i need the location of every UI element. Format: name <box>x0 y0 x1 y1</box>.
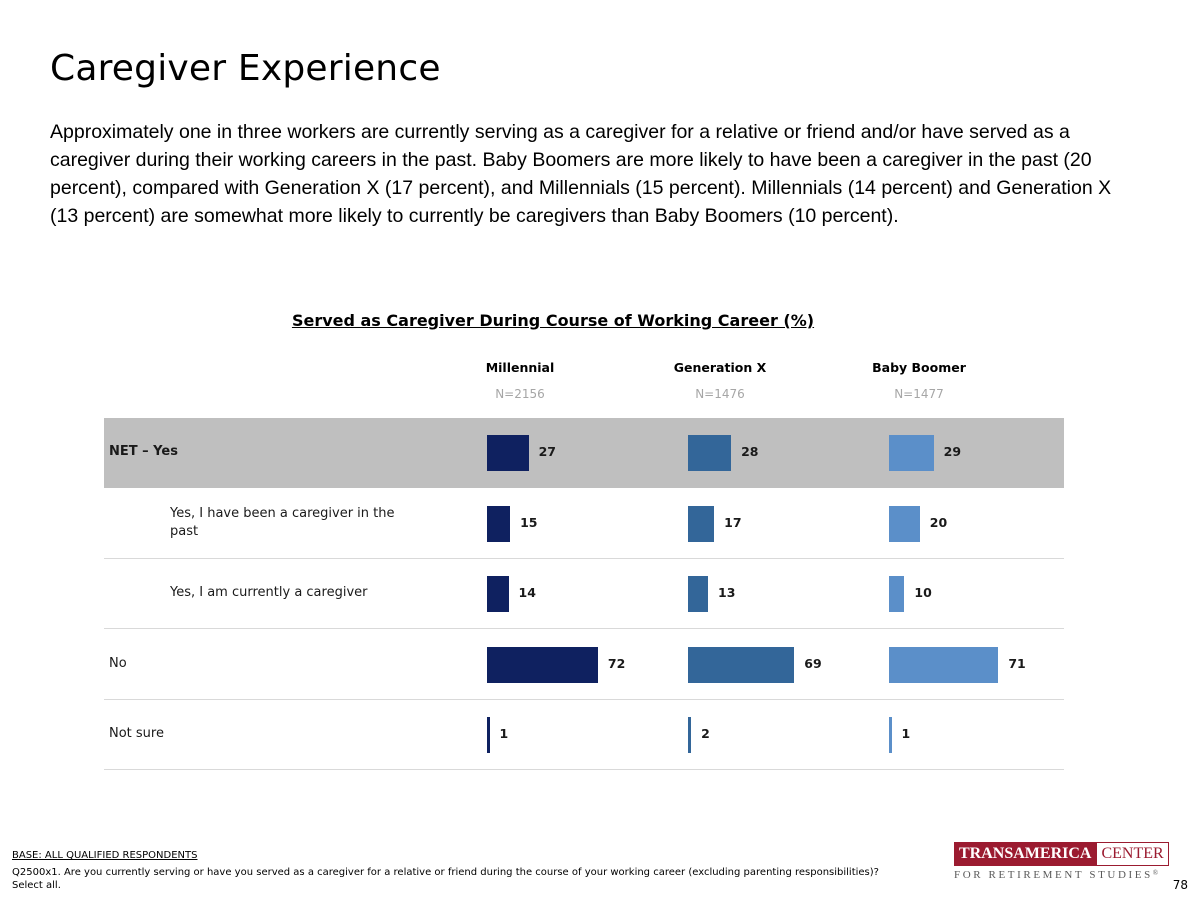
bar-3-1 <box>688 646 795 683</box>
bar-1-2 <box>889 505 920 542</box>
page-title: Caregiver Experience <box>50 48 441 89</box>
logo-word-transamerica: TRANSAMERICA <box>954 842 1097 866</box>
value-label-3-0: 72 <box>607 655 626 671</box>
value-label-4-0: 1 <box>499 726 509 741</box>
column-header-1: Generation X <box>673 360 767 375</box>
value-label-0-2: 29 <box>943 444 962 459</box>
logo-registered-mark: ® <box>1152 869 1159 877</box>
base-note: BASE: ALL QUALIFIED RESPONDENTS <box>12 850 198 861</box>
value-label-0-1: 28 <box>741 444 759 459</box>
logo-subtitle: FOR RETIREMENT STUDIES® <box>954 869 1164 881</box>
question-note: Q2500x1. Are you currently serving or ha… <box>12 867 879 891</box>
bar-4-0 <box>487 717 490 753</box>
value-label-1-1: 17 <box>724 514 742 530</box>
value-label-4-1: 2 <box>701 726 710 741</box>
category-label-1: Yes, I have been a caregiver in the past <box>170 505 395 539</box>
bar-3-2 <box>889 646 999 683</box>
transamerica-logo: TRANSAMERICA CENTER FOR RETIREMENT STUDI… <box>954 842 1169 882</box>
column-sample-size-1: N=1476 <box>695 387 745 401</box>
logo-word-center: CENTER <box>1096 842 1169 866</box>
value-label-3-1: 69 <box>804 655 822 671</box>
chart-row-4 <box>104 700 1064 770</box>
category-label-0: NET – Yes <box>109 444 178 459</box>
value-label-2-0: 14 <box>518 585 536 600</box>
value-label-0-0: 27 <box>538 444 556 459</box>
bar-0-2 <box>889 435 934 471</box>
category-label-2: Yes, I am currently a caregiver <box>170 585 368 600</box>
bar-3-0 <box>487 646 598 683</box>
value-label-4-2: 1 <box>901 726 911 741</box>
category-label-3: No <box>109 655 127 671</box>
bar-4-1 <box>688 717 692 753</box>
value-label-2-2: 10 <box>914 585 932 600</box>
bar-0-1 <box>688 435 732 471</box>
bar-2-0 <box>487 576 509 612</box>
value-label-1-0: 15 <box>520 514 538 530</box>
chart-row-3 <box>104 630 1064 700</box>
bar-1-0 <box>487 505 511 542</box>
column-header-2: Baby Boomer <box>872 360 966 375</box>
chart-row-1 <box>104 489 1064 559</box>
logo-subtitle-text: FOR RETIREMENT STUDIES <box>954 869 1153 881</box>
chart-row-2 <box>104 559 1064 629</box>
value-label-2-1: 13 <box>718 585 736 600</box>
bar-2-1 <box>688 576 709 612</box>
summary-text: Approximately one in three workers are c… <box>50 121 1112 227</box>
column-header-0: Millennial <box>485 360 555 375</box>
value-label-1-2: 20 <box>929 514 948 530</box>
chart-title: Served as Caregiver During Course of Wor… <box>291 311 815 330</box>
bar-1-1 <box>688 505 715 542</box>
page-number: 78 <box>1172 878 1188 892</box>
bar-4-2 <box>889 717 892 753</box>
bar-0-0 <box>487 435 529 471</box>
column-sample-size-0: N=2156 <box>495 387 545 401</box>
category-label-4: Not sure <box>109 726 164 741</box>
bar-2-2 <box>889 576 905 612</box>
value-label-3-2: 71 <box>1008 655 1026 671</box>
column-sample-size-2: N=1477 <box>894 387 944 401</box>
